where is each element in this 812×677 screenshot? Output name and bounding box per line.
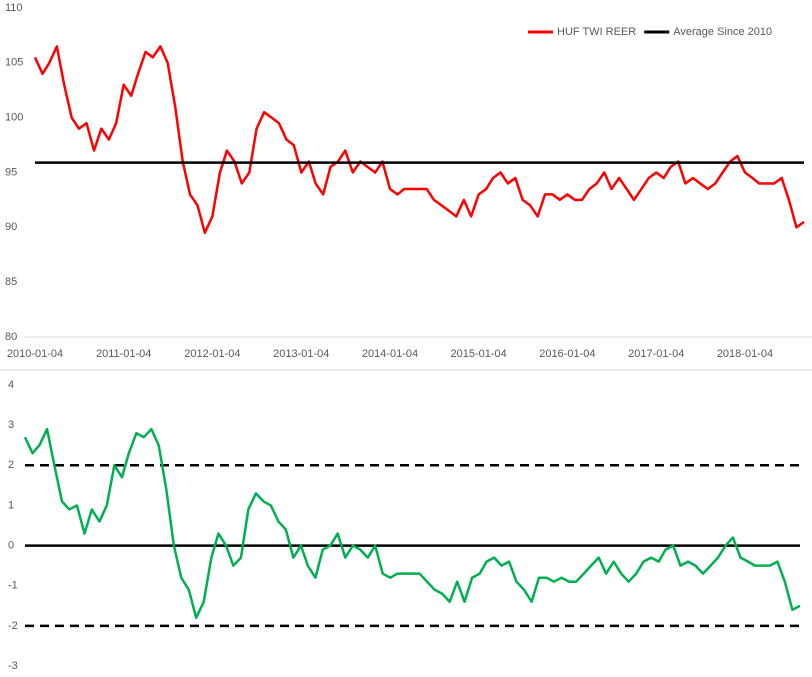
x-tick-label: 2012-01-04 <box>184 348 240 360</box>
y-tick-label: 100 <box>5 112 23 124</box>
y-tick-label: 1 <box>8 499 14 511</box>
y-tick-label: -2 <box>8 620 18 632</box>
y-tick-label: 80 <box>5 331 17 343</box>
legend-label: HUF TWI REER <box>557 26 636 38</box>
x-tick-label: 2018-01-04 <box>717 348 773 360</box>
x-tick-label: 2011-01-04 <box>96 348 151 360</box>
y-tick-label: 3 <box>8 419 14 431</box>
x-tick-label: 2016-01-04 <box>539 348 595 360</box>
x-tick-label: 2015-01-04 <box>451 348 507 360</box>
legend-label: Average Since 2010 <box>673 26 772 38</box>
y-tick-label: 2 <box>8 459 14 471</box>
x-tick-label: 2010-01-04 <box>7 348 63 360</box>
series-line <box>33 45 805 235</box>
y-tick-label: 0 <box>8 539 14 551</box>
y-tick-label: 105 <box>5 57 23 69</box>
y-tick-label: 4 <box>8 379 14 391</box>
y-tick-label: 110 <box>5 2 23 14</box>
x-tick-label: 2014-01-04 <box>362 348 418 360</box>
series-line <box>23 427 801 620</box>
x-tick-label: 2013-01-04 <box>273 348 329 360</box>
y-tick-label: -3 <box>8 660 18 672</box>
y-tick-label: -1 <box>8 580 18 592</box>
y-tick-label: 90 <box>5 221 17 233</box>
x-tick-label: 2017-01-04 <box>628 348 684 360</box>
y-tick-label: 95 <box>5 166 17 178</box>
y-tick-label: 85 <box>5 276 17 288</box>
